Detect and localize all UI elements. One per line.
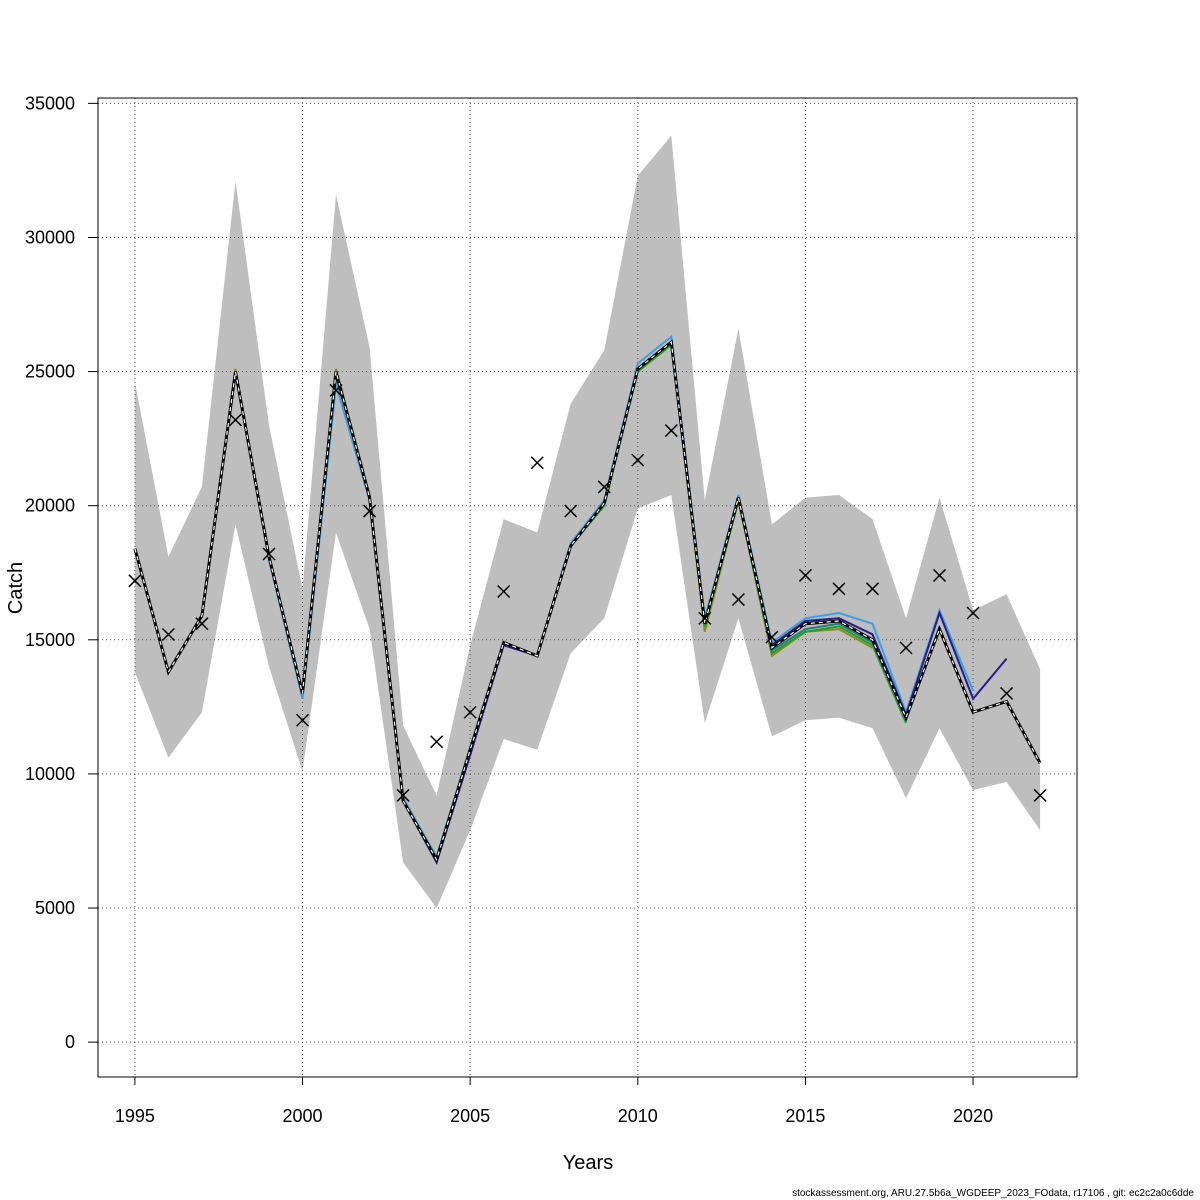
observed-point — [497, 584, 511, 599]
observed-point — [363, 504, 377, 518]
observed-point — [765, 630, 779, 644]
observed-point — [396, 788, 410, 802]
y-tick-label: 20000 — [25, 496, 75, 516]
x-tick-label: 2015 — [785, 1106, 825, 1126]
observed-point — [631, 453, 645, 467]
observed-point — [295, 713, 310, 727]
plot-frame — [97, 97, 1078, 1078]
footer-credit: stockassessment.org, ARU.27.5b6a_WGDEEP_… — [792, 1188, 1194, 1199]
observed-point — [933, 568, 947, 582]
observed-point — [430, 735, 444, 749]
y-tick-label: 25000 — [25, 362, 75, 382]
x-tick-label: 2005 — [450, 1106, 490, 1126]
y-tick-label: 30000 — [25, 227, 75, 247]
x-axis-title: Years — [563, 1152, 613, 1174]
y-tick-label: 10000 — [25, 764, 75, 784]
observed-point — [798, 568, 812, 582]
observed-point — [128, 574, 142, 588]
observed-point — [530, 456, 544, 470]
y-tick-label: 35000 — [25, 93, 75, 113]
observed-point — [865, 582, 880, 596]
y-tick-label: 15000 — [25, 630, 75, 650]
x-tick-label: 2010 — [618, 1106, 658, 1126]
x-tick-label: 2000 — [282, 1106, 322, 1126]
y-axis-title: Catch — [5, 562, 27, 614]
observed-point — [832, 582, 846, 596]
observed-point — [731, 593, 745, 607]
observed-point — [664, 424, 678, 438]
observed-point — [1033, 788, 1047, 802]
observed-point — [329, 383, 343, 397]
series-layer — [133, 334, 1042, 865]
observed-point — [1000, 686, 1014, 700]
y-tick-label: 5000 — [35, 898, 75, 918]
observed-point — [161, 627, 175, 641]
x-tick-label: 1995 — [115, 1106, 155, 1126]
observed-point — [698, 611, 712, 625]
observed-point — [564, 504, 578, 518]
observed-point — [966, 606, 980, 620]
axis-layer: 1995 2000 2005 2010 2015 2020 0 5000 10000 15000 2… — [25, 93, 993, 1126]
series-line — [134, 340, 1041, 862]
x-tick-label: 2020 — [953, 1106, 993, 1126]
observed-point — [597, 480, 611, 494]
y-tick-label: 0 — [65, 1032, 75, 1052]
observed-points-layer — [128, 383, 1047, 802]
observed-point — [195, 617, 209, 631]
observed-point — [899, 641, 913, 655]
observed-point — [262, 547, 276, 561]
observed-point — [228, 413, 242, 427]
observed-point — [463, 705, 477, 719]
